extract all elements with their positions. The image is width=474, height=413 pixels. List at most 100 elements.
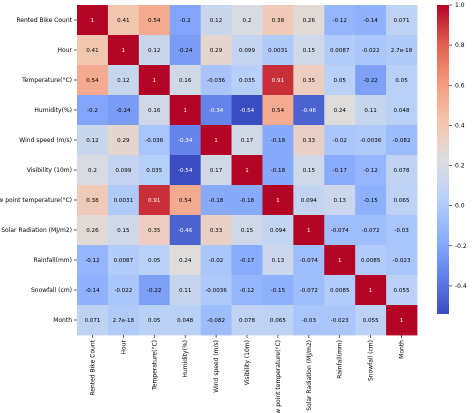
heatmap-cell-value: 1 (152, 78, 156, 84)
heatmap-cell-value: -0.54 (240, 108, 255, 114)
heatmap-cell-value: 0.05 (148, 318, 161, 324)
heatmap-cell-r8-c5 (231, 245, 263, 276)
heatmap-cell-value: -0.0036 (360, 138, 382, 144)
y-tick-label-dew-point-temperature-c: Dew point temperature(°C) (0, 197, 72, 204)
heatmap-cell-r2-c2 (138, 65, 171, 96)
heatmap-cell-r5-c0 (77, 155, 109, 186)
heatmap-cell-r4-c8 (324, 125, 356, 156)
heatmap-cell-value: 0.035 (239, 78, 255, 84)
heatmap-cell-value: -0.18 (240, 198, 255, 204)
heatmap-cell-r0-c5 (231, 5, 263, 36)
heatmap-cell-r6-c5 (231, 185, 263, 216)
heatmap-cell-value: 0.11 (364, 108, 377, 114)
heatmap-cell-value: 0.2 (88, 168, 97, 174)
heatmap-cell-r10-c2 (138, 305, 171, 336)
heatmap-cell-r7-c7 (293, 215, 325, 246)
heatmap-cell-r8-c4 (200, 245, 232, 276)
heatmap-cell-value: -0.023 (331, 318, 349, 324)
heatmap-cell-r0-c2 (138, 5, 171, 36)
heatmap-cell-value: 0.29 (210, 48, 223, 54)
heatmap-cell-r3-c3 (169, 95, 202, 126)
heatmap-cell-r1-c8 (324, 35, 356, 66)
heatmap-cell-value: 0.048 (177, 318, 193, 324)
heatmap-cell-r0-c1 (107, 5, 140, 36)
heatmap-cell-r5-c5 (231, 155, 263, 186)
heatmap-cell-r10-c5 (231, 305, 263, 336)
heatmap-cell-r3-c1 (107, 95, 140, 126)
heatmap-cell-r2-c5 (231, 65, 263, 96)
heatmap-cell-r0-c8 (324, 5, 356, 36)
heatmap-cell-r4-c5 (231, 125, 263, 156)
heatmap-cell-value: -0.03 (394, 228, 409, 234)
heatmap-cell-value: -0.12 (85, 258, 99, 264)
heatmap-cell-r9-c2 (138, 275, 171, 306)
heatmap-cell-value: -0.14 (363, 18, 378, 24)
heatmap-cell-value: -0.18 (209, 198, 224, 204)
heatmap-cell-r7-c4 (200, 215, 232, 246)
heatmap-cell-r10-c1 (107, 305, 140, 336)
heatmap-cell-value: -0.072 (300, 288, 318, 294)
heatmap-cell-value: -0.022 (114, 288, 132, 294)
heatmap-cell-value: 0.13 (333, 198, 346, 204)
heatmap-cell-value: -0.24 (116, 108, 131, 114)
heatmap-cell-r2-c8 (324, 65, 356, 96)
heatmap-cell-value: 0.05 (333, 78, 346, 84)
y-tick-label-visibility-10m: Visibility (10m) (27, 167, 72, 174)
heatmap-cell-value: -0.54 (178, 168, 193, 174)
heatmap-cell-value: 1 (91, 18, 95, 24)
heatmap-cell-r8-c8 (324, 245, 356, 276)
heatmap-cell-r1-c0 (77, 35, 109, 66)
heatmap-cell-r10-c9 (355, 305, 387, 336)
x-tick-label-temperature-c: Temperature(°C) (151, 340, 158, 391)
heatmap-cell-r5-c8 (324, 155, 356, 186)
heatmap-cell-value: 0.12 (86, 138, 98, 144)
heatmap-cell-r1-c1 (107, 35, 140, 66)
heatmap-cell-value: -0.0036 (205, 288, 227, 294)
colorbar-tick-label: -0.2 (455, 243, 467, 250)
heatmap-cell-value: 0.24 (179, 258, 192, 264)
heatmap-cell-r7-c1 (107, 215, 140, 246)
x-tick-label-dew-point-temperature-c: Dew point temperature(°C) (275, 340, 282, 413)
heatmap-cell-r8-c10 (386, 245, 418, 276)
heatmap-cell-value: 0.055 (394, 288, 410, 294)
x-tick-label-solar-radiation-mj-m2: Solar Radiation (MJ/m2) (306, 340, 313, 411)
heatmap-cell-r5-c7 (293, 155, 325, 186)
heatmap-cell-value: 0.0087 (114, 258, 134, 264)
heatmap-cell-value: -0.022 (362, 48, 380, 54)
heatmap-cell-value: -0.34 (178, 138, 193, 144)
colorbar-tick-label: 1.0 (455, 2, 465, 9)
heatmap-cell-r3-c8 (324, 95, 356, 126)
heatmap-cell-value: -0.12 (332, 18, 346, 24)
y-tick-label-temperature-c: Temperature(°C) (21, 77, 72, 84)
heatmap-cell-r8-c6 (262, 245, 294, 276)
heatmap-cell-r2-c7 (293, 65, 325, 96)
heatmap-cells: 1 0.41 0.54 -0.2 0.12 0.2 0.38 0.26 -0.12 -0.14 0.… (77, 5, 418, 336)
x-tick-label-month: Month (399, 340, 406, 359)
heatmap-cell-r3-c6 (262, 95, 294, 126)
y-tick-label-rented-bike-count: Rented Bike Count (16, 17, 72, 24)
heatmap-cell-r5-c2 (138, 155, 171, 186)
colorbar-tick-label: -0.4 (455, 283, 467, 290)
heatmap-cell-r6-c4 (200, 185, 232, 216)
heatmap-cell-r7-c10 (386, 215, 418, 246)
heatmap-cell-r4-c2 (138, 125, 171, 156)
heatmap-cell-value: 0.071 (84, 318, 100, 324)
heatmap-cell-r7-c2 (138, 215, 171, 246)
heatmap-cell-value: 0.54 (86, 78, 99, 84)
heatmap-cell-value: 0.33 (210, 228, 223, 234)
heatmap-cell-value: 2.7e-18 (113, 318, 135, 324)
heatmap-cell-r8-c7 (293, 245, 325, 276)
heatmap-cell-value: 1 (183, 108, 187, 114)
heatmap-cell-value: 0.11 (179, 288, 192, 294)
heatmap-cell-value: -0.46 (178, 228, 193, 234)
colorbar (437, 5, 449, 314)
heatmap-cell-r6-c1 (107, 185, 140, 216)
heatmap-cell-value: -0.14 (85, 288, 100, 294)
heatmap-cell-r5-c4 (200, 155, 232, 186)
heatmap-cell-value: 0.12 (117, 78, 129, 84)
heatmap-cell-value: -0.036 (207, 78, 225, 84)
heatmap-cell-r10-c0 (77, 305, 109, 336)
heatmap-cell-value: 0.0085 (361, 258, 381, 264)
heatmap-cell-r2-c4 (200, 65, 232, 96)
heatmap-cell-r6-c8 (324, 185, 356, 216)
